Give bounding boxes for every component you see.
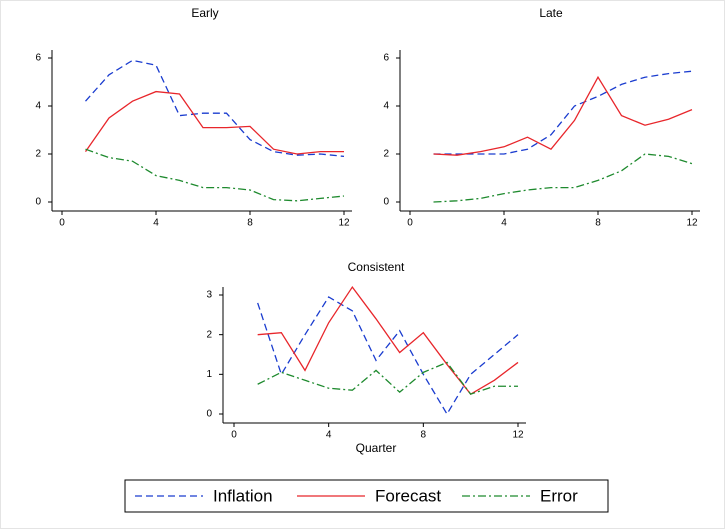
- series-line: [257, 361, 518, 395]
- x-tick-label: 8: [421, 430, 427, 441]
- chart-title: Consistent: [348, 260, 405, 274]
- x-tick-label: 0: [59, 218, 65, 229]
- x-tick-label: 8: [247, 218, 253, 229]
- series-line: [433, 153, 693, 203]
- chart-title: Late: [539, 6, 563, 20]
- y-tick-label: 2: [35, 149, 41, 160]
- x-tick-label: 12: [512, 430, 524, 441]
- y-tick-label: 6: [35, 53, 41, 64]
- y-tick-label: 4: [35, 101, 41, 112]
- series-line: [433, 75, 693, 156]
- series-line: [257, 285, 519, 396]
- y-tick-label: 2: [383, 149, 389, 160]
- y-tick-label: 0: [383, 197, 389, 208]
- series-line: [85, 148, 345, 202]
- legend-box: [124, 479, 609, 513]
- y-tick-label: 6: [383, 53, 389, 64]
- x-tick-label: 4: [326, 430, 332, 441]
- y-tick-label: 0: [35, 197, 41, 208]
- x-tick-label: 0: [231, 430, 237, 441]
- y-tick-label: 2: [206, 329, 212, 340]
- x-tick-label: 12: [338, 218, 350, 229]
- legend-label: Forecast: [375, 486, 441, 505]
- x-tick-label: 4: [501, 218, 507, 229]
- series-line: [257, 296, 519, 416]
- y-tick-label: 3: [206, 290, 212, 301]
- x-tick-label: 12: [686, 218, 698, 229]
- x-axis-label: Quarter: [356, 441, 397, 455]
- series-line: [84, 90, 344, 155]
- series-line: [85, 59, 345, 158]
- y-tick-label: 0: [206, 409, 212, 420]
- legend-label: Inflation: [213, 486, 273, 505]
- legend-label: Error: [540, 486, 578, 505]
- chart-title: Early: [191, 6, 218, 20]
- y-tick-label: 4: [383, 101, 389, 112]
- x-tick-label: 8: [595, 218, 601, 229]
- x-tick-label: 0: [407, 218, 413, 229]
- x-tick-label: 4: [153, 218, 159, 229]
- y-tick-label: 1: [206, 369, 212, 380]
